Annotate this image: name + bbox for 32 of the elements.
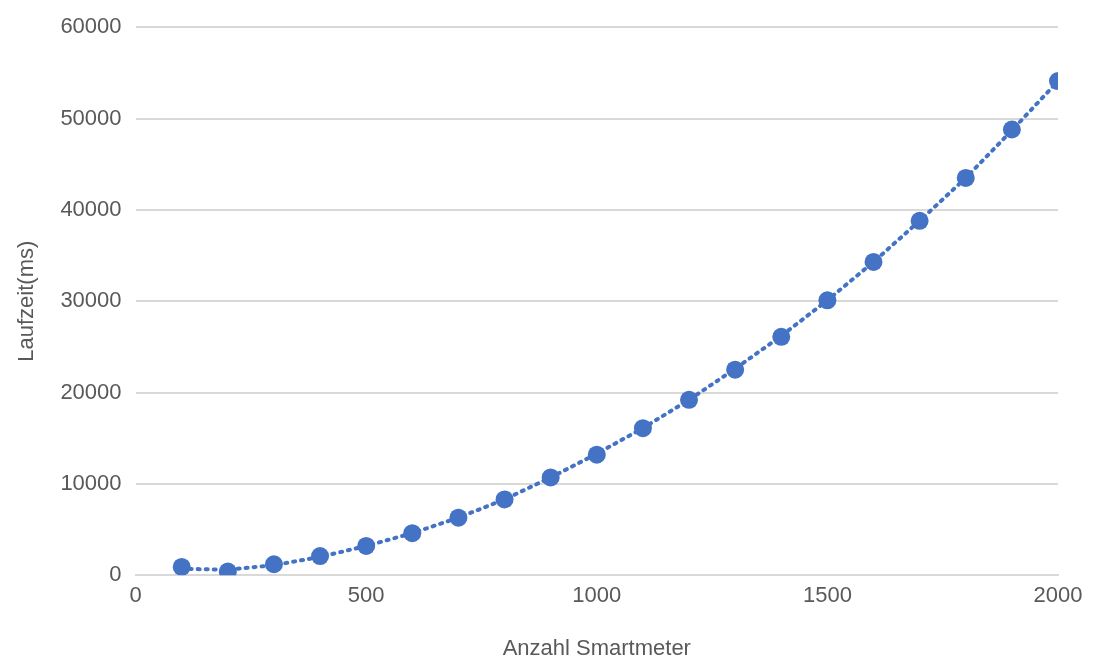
point: [541, 468, 560, 487]
point: [1002, 120, 1021, 139]
y-tick-label: 30000: [60, 287, 122, 313]
x-tick-label: 1000: [572, 582, 622, 608]
x-tick-label: 0: [129, 582, 142, 608]
x-axis-title: Anzahl Smartmeter: [502, 634, 691, 660]
y-tick-label: 20000: [60, 378, 122, 404]
point: [772, 327, 791, 346]
y-tick-label: 60000: [60, 13, 122, 39]
y-tick-label: 50000: [60, 104, 122, 130]
point: [956, 168, 975, 187]
y-tick-label: 10000: [60, 469, 122, 495]
point: [680, 390, 699, 409]
point: [449, 508, 468, 527]
point: [403, 524, 422, 543]
point: [311, 547, 330, 566]
y-tick-label: 40000: [60, 195, 122, 221]
y-axis-title: Laufzeit(ms): [13, 240, 39, 362]
point: [910, 211, 929, 230]
point: [264, 555, 283, 574]
point: [587, 445, 606, 464]
point: [633, 419, 652, 438]
point: [726, 360, 745, 379]
point: [495, 490, 514, 509]
point: [172, 557, 191, 576]
point: [818, 291, 837, 310]
x-tick-label: 1500: [802, 582, 852, 608]
point: [864, 252, 883, 271]
y-tick-label: 0: [109, 561, 122, 587]
x-tick-label: 500: [347, 582, 385, 608]
point: [357, 536, 376, 555]
x-tick-label: 2000: [1033, 582, 1083, 608]
